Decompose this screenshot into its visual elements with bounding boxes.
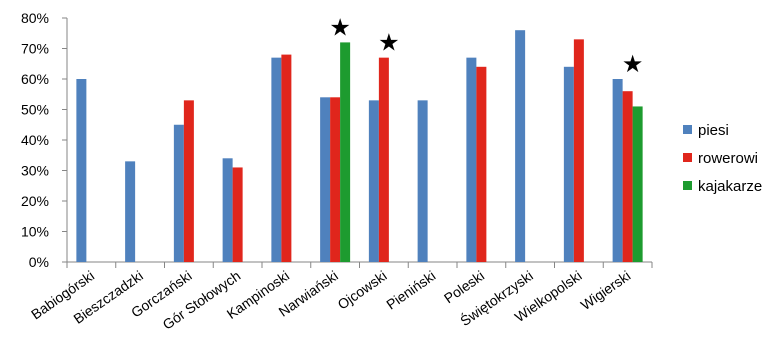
y-tick-label: 30% [21,163,49,179]
bar-piesi [320,97,331,262]
y-tick-label: 70% [21,41,49,57]
y-tick-label: 60% [21,71,49,87]
legend: piesi rowerowi kajakarze [683,122,762,195]
bar-piesi [563,66,574,262]
y-tick-label: 0% [29,254,49,270]
x-tick-label: Ojcowski [335,267,390,312]
bar-piesi [368,100,379,262]
legend-swatch-rowerowi [683,153,692,162]
bars-layer [76,30,643,263]
axes-layer: 0% 10% 20% 30% 40% 50% 60% 70% 80% [21,10,653,270]
bar-piesi [173,124,184,262]
bar-piesi [125,161,136,262]
bar-rowerowi [281,54,292,262]
legend-swatch-piesi [683,125,692,134]
bar-piesi [466,57,477,263]
legend-label-piesi: piesi [698,122,729,139]
bar-rowerowi [183,100,194,262]
y-tick-label: 50% [21,102,49,118]
y-tick-label: 20% [21,193,49,209]
bar-rowerowi [232,167,243,262]
bar-kajakarze [340,42,351,263]
bar-rowerowi [573,39,584,262]
x-tick-label: Pieniński [383,267,438,312]
bar-kajakarze [632,106,643,262]
bar-piesi [417,100,428,262]
bar-rowerowi [476,66,487,262]
star-annotation: ★ [622,51,644,78]
bar-piesi [76,79,87,262]
bar-piesi [515,30,526,263]
bar-piesi [222,158,233,262]
y-tick-label: 40% [21,132,49,148]
y-tick-label: 80% [21,10,49,26]
bar-piesi [271,57,282,263]
legend-swatch-kajakarze [683,181,692,190]
star-annotation: ★ [378,30,400,57]
bar-piesi [612,79,623,262]
x-tick-label: Wigierski [578,267,634,313]
bar-rowerowi [378,57,389,263]
y-tick-label: 10% [21,224,49,240]
legend-label-kajakarze: kajakarze [698,178,762,195]
legend-label-rowerowi: rowerowi [698,150,758,167]
star-annotation: ★ [329,14,351,41]
bar-rowerowi [330,97,341,262]
bar-rowerowi [622,91,633,262]
